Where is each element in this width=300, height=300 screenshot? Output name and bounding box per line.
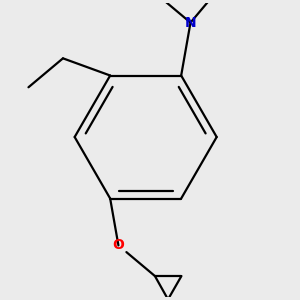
Text: O: O — [112, 238, 124, 252]
Text: N: N — [185, 16, 196, 30]
